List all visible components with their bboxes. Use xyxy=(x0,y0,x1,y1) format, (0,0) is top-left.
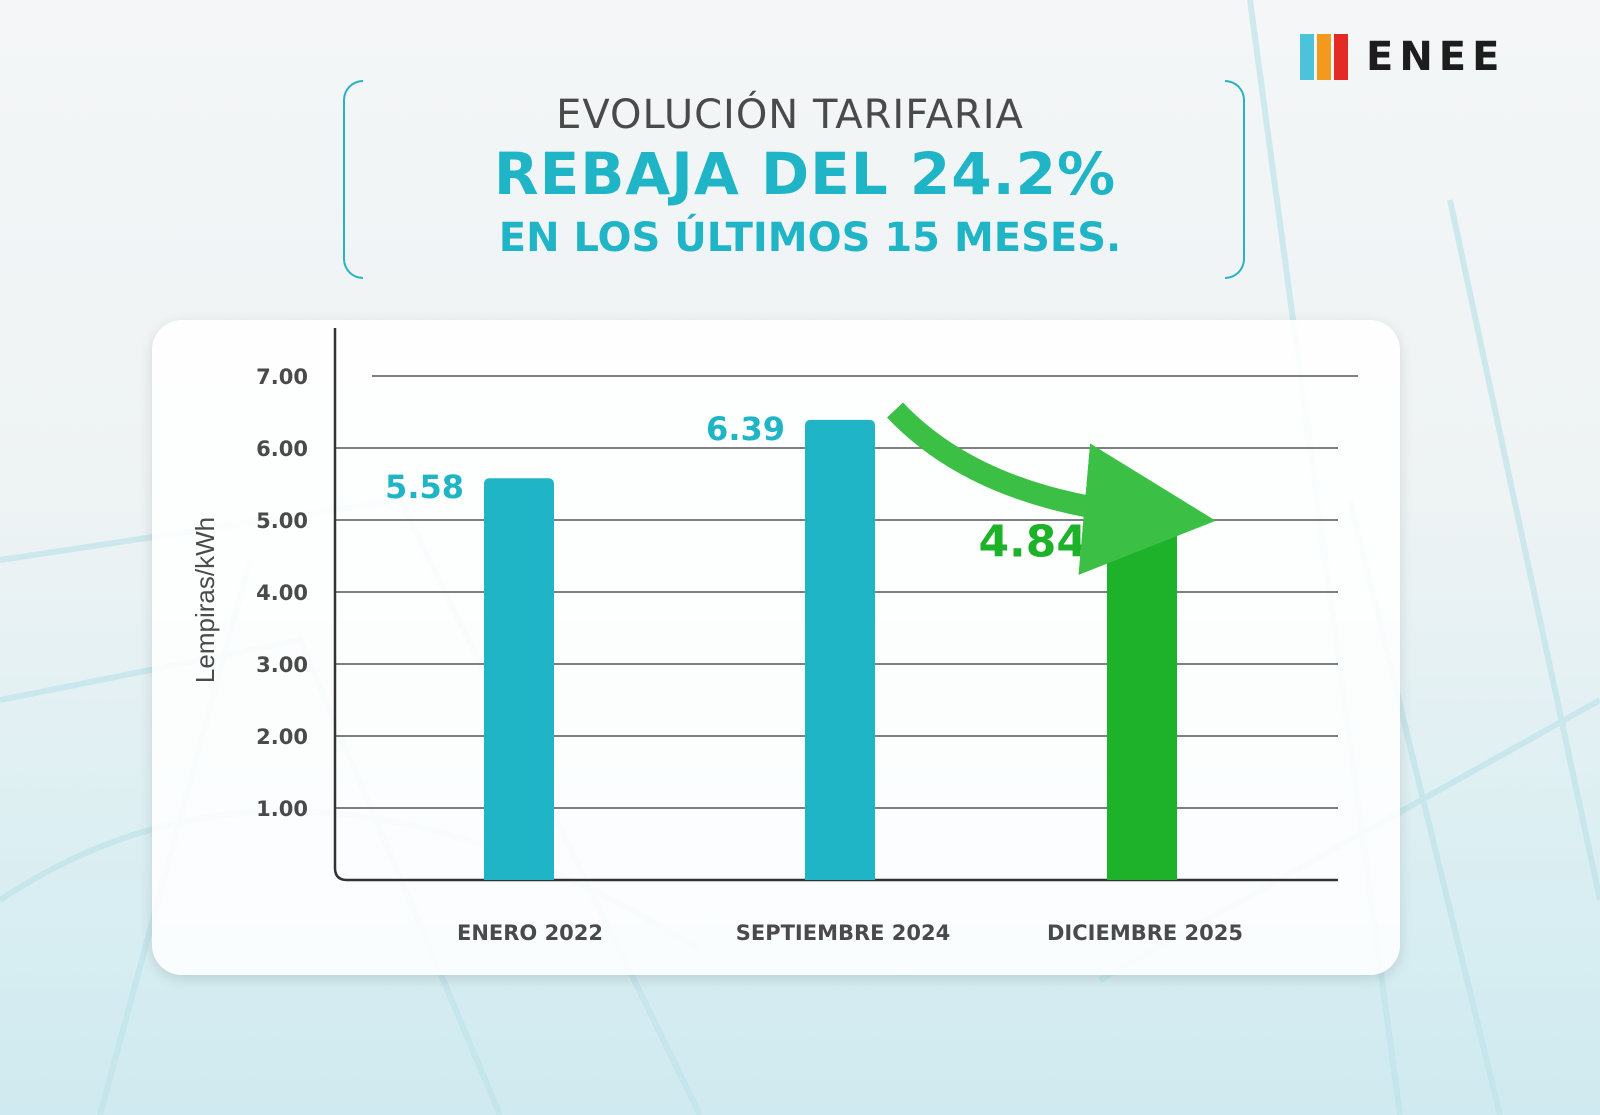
bar-value-label: 4.84 xyxy=(978,517,1087,568)
y-tick-label: 6.00 xyxy=(256,437,308,461)
x-category-label: SEPTIEMBRE 2024 xyxy=(736,921,951,945)
y-axis-label: Lempiras/kWh xyxy=(190,517,220,683)
y-tick-label: 1.00 xyxy=(256,797,308,821)
bar-value-label: 6.39 xyxy=(706,410,785,448)
bar xyxy=(1107,531,1177,880)
trend-arrow xyxy=(887,402,1216,575)
y-tick-label: 5.00 xyxy=(256,509,308,533)
y-tick-label: 7.00 xyxy=(256,365,308,389)
y-tick-label: 4.00 xyxy=(256,581,308,605)
axes xyxy=(333,328,1338,882)
y-tick-label: 3.00 xyxy=(256,653,308,677)
bar-value-label: 5.58 xyxy=(385,468,464,506)
y-tick-label: 2.00 xyxy=(256,725,308,749)
title-line-3: EN LOS ÚLTIMOS 15 MESES. xyxy=(498,215,1122,261)
enee-logo: ENEE xyxy=(1300,34,1505,80)
x-category-label: ENERO 2022 xyxy=(457,921,603,945)
bar xyxy=(484,478,554,880)
title-line-2: REBAJA DEL 24.2% xyxy=(493,140,1117,208)
enee-logo-mark-icon xyxy=(1300,34,1348,80)
title-line-1: EVOLUCIÓN TARIFARIA xyxy=(556,92,1024,138)
x-category-label: DICIEMBRE 2025 xyxy=(1047,921,1243,945)
bar xyxy=(805,419,875,880)
enee-logo-text: ENEE xyxy=(1366,34,1506,80)
chart-card xyxy=(152,320,1400,975)
